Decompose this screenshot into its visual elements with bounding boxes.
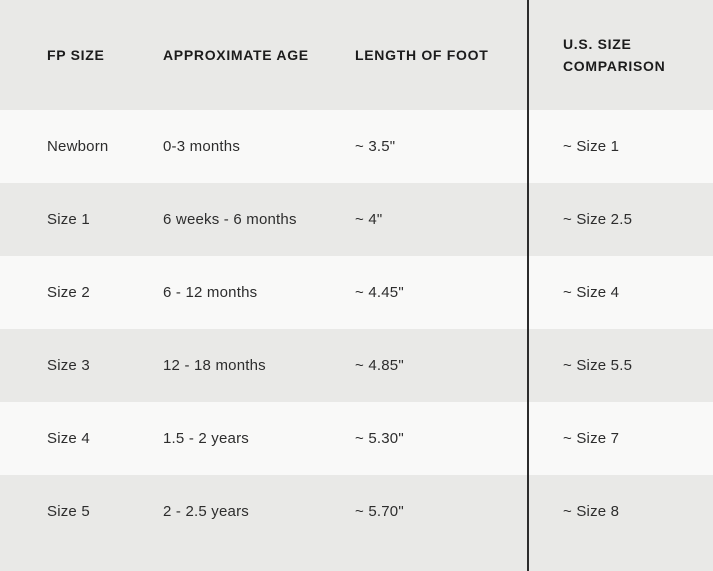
cell-approximate-age: 6 weeks - 6 months (163, 210, 297, 228)
cell-length-of-foot: ~ 3.5" (355, 137, 396, 155)
us-size-header-line-1: U.S. SIZE (563, 36, 632, 52)
table-row-size-4: Size 4 1.5 - 2 years ~ 5.30" ~ Size 7 (0, 402, 713, 475)
cell-length-of-foot: ~ 4" (355, 210, 383, 228)
column-header-us-size-comparison: U.S. SIZE COMPARISON (563, 33, 713, 77)
cell-approximate-age: 6 - 12 months (163, 283, 258, 301)
cell-fp-size: Size 3 (47, 356, 90, 374)
column-header-fp-size: FP SIZE (47, 47, 105, 63)
cell-length-of-foot: ~ 5.70" (355, 502, 404, 520)
cell-us-size: ~ Size 5.5 (563, 356, 633, 374)
cell-us-size: ~ Size 1 (563, 137, 620, 155)
table-row-newborn: Newborn 0-3 months ~ 3.5" ~ Size 1 (0, 110, 713, 183)
column-header-approximate-age: APPROXIMATE AGE (163, 47, 309, 63)
column-header-length-of-foot: LENGTH OF FOOT (355, 47, 489, 63)
header-row: FP SIZE APPROXIMATE AGE LENGTH OF FOOT U… (0, 0, 713, 110)
cell-length-of-foot: ~ 4.85" (355, 356, 404, 374)
cell-fp-size: Size 2 (47, 283, 90, 301)
cell-fp-size: Size 4 (47, 429, 90, 447)
cell-us-size: ~ Size 8 (563, 502, 620, 520)
cell-fp-size: Size 1 (47, 210, 90, 228)
cell-length-of-foot: ~ 5.30" (355, 429, 404, 447)
column-divider-line (527, 0, 529, 571)
cell-length-of-foot: ~ 4.45" (355, 283, 404, 301)
cell-us-size: ~ Size 2.5 (563, 210, 633, 228)
table-row-size-1: Size 1 6 weeks - 6 months ~ 4" ~ Size 2.… (0, 183, 713, 256)
table-row-size-5: Size 5 2 - 2.5 years ~ 5.70" ~ Size 8 (0, 475, 713, 571)
cell-us-size: ~ Size 7 (563, 429, 620, 447)
cell-fp-size: Size 5 (47, 502, 90, 520)
cell-us-size: ~ Size 4 (563, 283, 620, 301)
cell-fp-size: Newborn (47, 137, 109, 155)
table-row-size-3: Size 3 12 - 18 months ~ 4.85" ~ Size 5.5 (0, 329, 713, 402)
cell-approximate-age: 2 - 2.5 years (163, 502, 249, 520)
cell-approximate-age: 12 - 18 months (163, 356, 266, 374)
cell-approximate-age: 0-3 months (163, 137, 241, 155)
cell-approximate-age: 1.5 - 2 years (163, 429, 249, 447)
us-size-header-line-2: COMPARISON (563, 58, 666, 74)
table-row-size-2: Size 2 6 - 12 months ~ 4.45" ~ Size 4 (0, 256, 713, 329)
